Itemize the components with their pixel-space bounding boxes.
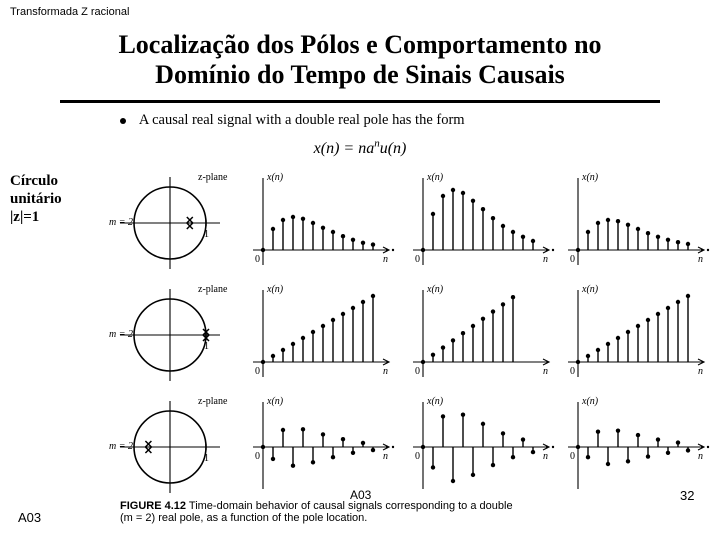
svg-text:x(n): x(n)	[426, 172, 444, 183]
formula: x(n) = nanu(n)	[0, 138, 720, 158]
svg-text:m = 2: m = 2	[109, 329, 133, 340]
svg-text:0: 0	[415, 451, 420, 462]
signal-3b: x(n) n 0	[405, 392, 555, 497]
svg-text:x(n): x(n)	[581, 396, 599, 407]
svg-text:x(n): x(n)	[266, 396, 284, 407]
svg-text:0: 0	[255, 451, 260, 462]
svg-text:z-plane: z-plane	[198, 396, 228, 407]
sidebar-line-2: unitário	[10, 191, 62, 207]
signal-1a: x(n) n 0	[245, 168, 395, 273]
figure-row-2: 1 z-plane m = 2 x(n) n 0 x(n) n 0 x(n) n 0	[105, 280, 695, 385]
svg-text:x(n): x(n)	[426, 284, 444, 295]
signal-2b: x(n) n 0	[405, 280, 555, 385]
svg-text:n: n	[543, 451, 548, 462]
figure-caption: FIGURE 4.12 Time-domain behavior of caus…	[120, 500, 513, 524]
intro-text: A causal real signal with a double real …	[139, 112, 465, 128]
svg-text:n: n	[698, 254, 703, 265]
svg-text:n: n	[543, 366, 548, 377]
caption-bold: FIGURE 4.12	[120, 500, 186, 512]
svg-text:0: 0	[570, 451, 575, 462]
bullet-icon	[120, 118, 126, 124]
footer-left: A03	[18, 510, 41, 525]
svg-text:0: 0	[570, 254, 575, 265]
svg-text:0: 0	[255, 366, 260, 377]
signal-3c: x(n) n 0	[560, 392, 710, 497]
svg-text:1: 1	[204, 229, 209, 240]
signal-2a: x(n) n 0	[245, 280, 395, 385]
svg-text:1: 1	[204, 453, 209, 464]
page-title: Localização dos Pólos e Comportamento no…	[0, 30, 720, 90]
signal-2c: x(n) n 0	[560, 280, 710, 385]
svg-text:0: 0	[255, 254, 260, 265]
zplane-2: 1 z-plane m = 2	[105, 280, 235, 385]
sidebar-line-3: |z|=1	[10, 209, 39, 225]
svg-text:n: n	[383, 366, 388, 377]
svg-text:x(n): x(n)	[266, 284, 284, 295]
svg-text:1: 1	[204, 341, 209, 352]
svg-text:m = 2: m = 2	[109, 217, 133, 228]
svg-text:x(n): x(n)	[581, 284, 599, 295]
svg-text:n: n	[383, 254, 388, 265]
svg-text:x(n): x(n)	[581, 172, 599, 183]
svg-text:m = 2: m = 2	[109, 441, 133, 452]
svg-text:0: 0	[415, 366, 420, 377]
caption-line-2: (m = 2) real pole, as a function of the …	[120, 512, 367, 524]
svg-text:x(n): x(n)	[266, 172, 284, 183]
figure-row-1: 1 z-plane m = 2 x(n) n 0 x(n) n 0 x(n) n 0	[105, 168, 695, 273]
title-line-1: Localização dos Pólos e Comportamento no	[118, 30, 601, 59]
footer-center: A03	[350, 488, 371, 502]
title-underline	[60, 100, 660, 103]
svg-text:n: n	[698, 366, 703, 377]
svg-text:x(n): x(n)	[426, 396, 444, 407]
svg-text:n: n	[383, 451, 388, 462]
svg-text:n: n	[543, 254, 548, 265]
svg-text:0: 0	[570, 366, 575, 377]
figure-grid: 1 z-plane m = 2 x(n) n 0 x(n) n 0 x(n) n 0 1 z-pl…	[105, 168, 695, 508]
signal-3a: x(n) n 0	[245, 392, 395, 497]
svg-text:z-plane: z-plane	[198, 172, 228, 183]
figure-row-3: 1 z-plane m = 2 x(n) n 0 x(n) n 0 x(n) n 0	[105, 392, 695, 497]
intro-line: A causal real signal with a double real …	[120, 112, 465, 129]
svg-text:0: 0	[415, 254, 420, 265]
title-line-2: Domínio do Tempo de Sinais Causais	[155, 60, 565, 89]
zplane-3: 1 z-plane m = 2	[105, 392, 235, 497]
svg-text:z-plane: z-plane	[198, 284, 228, 295]
page-number: 32	[680, 488, 694, 503]
unit-circle-label: Círculo unitário |z|=1	[10, 172, 62, 226]
svg-text:n: n	[698, 451, 703, 462]
sidebar-line-1: Círculo	[10, 173, 58, 189]
section-header: Transformada Z racional	[10, 6, 129, 18]
zplane-1: 1 z-plane m = 2	[105, 168, 235, 273]
signal-1b: x(n) n 0	[405, 168, 555, 273]
signal-1c: x(n) n 0	[560, 168, 710, 273]
